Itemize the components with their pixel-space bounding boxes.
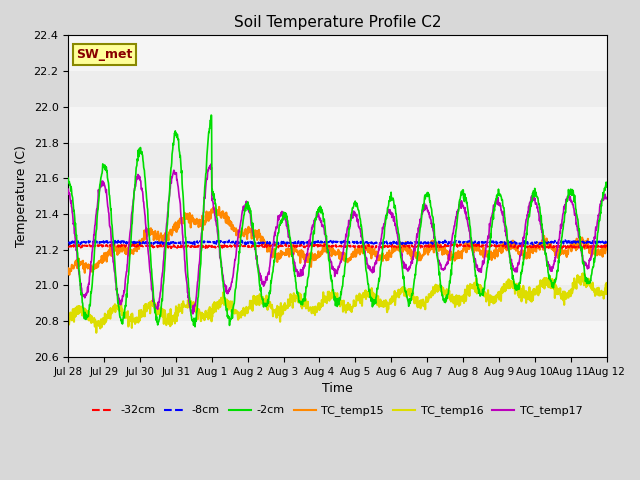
Bar — [68, 286, 607, 321]
Bar — [68, 107, 607, 143]
Bar — [68, 250, 607, 286]
Bar — [68, 143, 607, 178]
Y-axis label: Temperature (C): Temperature (C) — [15, 145, 28, 247]
Bar — [68, 214, 607, 250]
Bar — [68, 178, 607, 214]
Text: SW_met: SW_met — [76, 48, 132, 61]
Legend: -32cm, -8cm, -2cm, TC_temp15, TC_temp16, TC_temp17: -32cm, -8cm, -2cm, TC_temp15, TC_temp16,… — [88, 401, 587, 421]
Bar — [68, 71, 607, 107]
X-axis label: Time: Time — [322, 382, 353, 395]
Title: Soil Temperature Profile C2: Soil Temperature Profile C2 — [234, 15, 441, 30]
Bar — [68, 321, 607, 357]
Bar — [68, 36, 607, 71]
